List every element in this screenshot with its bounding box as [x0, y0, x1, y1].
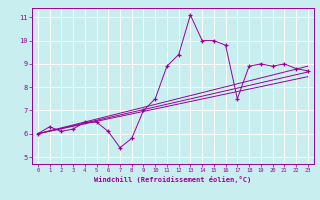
X-axis label: Windchill (Refroidissement éolien,°C): Windchill (Refroidissement éolien,°C): [94, 176, 252, 183]
